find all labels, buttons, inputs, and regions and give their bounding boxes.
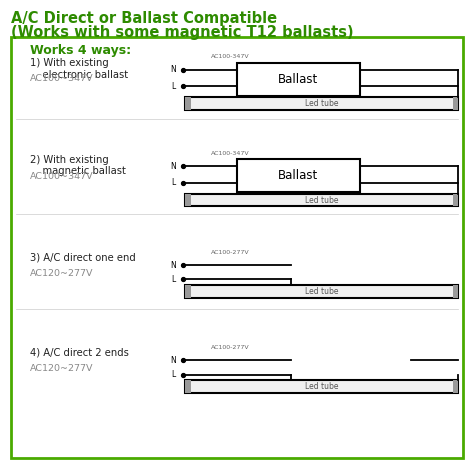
Bar: [185, 285, 191, 298]
Bar: [453, 97, 458, 110]
Bar: [453, 194, 458, 206]
Text: AC120~277V: AC120~277V: [30, 269, 93, 278]
Text: Led tube: Led tube: [305, 287, 338, 296]
Bar: [185, 285, 458, 298]
Text: AC100-277V: AC100-277V: [211, 250, 250, 255]
Text: Led tube: Led tube: [305, 195, 338, 204]
Text: N: N: [170, 162, 176, 171]
Text: Led tube: Led tube: [305, 383, 338, 392]
Text: N: N: [170, 65, 176, 74]
Text: Led tube: Led tube: [305, 99, 338, 108]
Text: Ballast: Ballast: [278, 169, 319, 182]
Text: AC100-347V: AC100-347V: [211, 55, 250, 59]
Text: N: N: [170, 261, 176, 270]
Text: 4) A/C direct 2 ends: 4) A/C direct 2 ends: [30, 348, 128, 358]
Text: L: L: [172, 178, 176, 187]
Bar: [185, 380, 458, 393]
Bar: [185, 194, 191, 206]
Bar: [453, 285, 458, 298]
Text: L: L: [172, 370, 176, 379]
Text: AC100-277V: AC100-277V: [211, 345, 250, 350]
Text: 3) A/C direct one end: 3) A/C direct one end: [30, 252, 136, 262]
Bar: [237, 159, 359, 192]
Bar: [185, 97, 458, 110]
Bar: [185, 97, 191, 110]
Text: AC120~277V: AC120~277V: [30, 364, 93, 373]
Text: 2) With existing
    magnetic ballast: 2) With existing magnetic ballast: [30, 155, 126, 176]
Bar: [185, 380, 191, 393]
Text: A/C Direct or Ballast Compatible: A/C Direct or Ballast Compatible: [11, 11, 277, 26]
Text: L: L: [172, 82, 176, 91]
Text: Works 4 ways:: Works 4 ways:: [30, 44, 131, 57]
Text: L: L: [172, 275, 176, 284]
Bar: [237, 63, 359, 96]
Text: (Works with some magnetic T12 ballasts): (Works with some magnetic T12 ballasts): [11, 25, 354, 40]
Text: 1) With existing
    electronic ballast: 1) With existing electronic ballast: [30, 58, 128, 80]
FancyBboxPatch shape: [11, 36, 463, 458]
Bar: [185, 194, 458, 206]
Text: AC100-347V: AC100-347V: [211, 151, 250, 156]
Text: AC100~347V: AC100~347V: [30, 172, 93, 181]
Bar: [453, 380, 458, 393]
Text: Ballast: Ballast: [278, 73, 319, 86]
Text: N: N: [170, 356, 176, 365]
Text: AC100~347V: AC100~347V: [30, 74, 93, 83]
